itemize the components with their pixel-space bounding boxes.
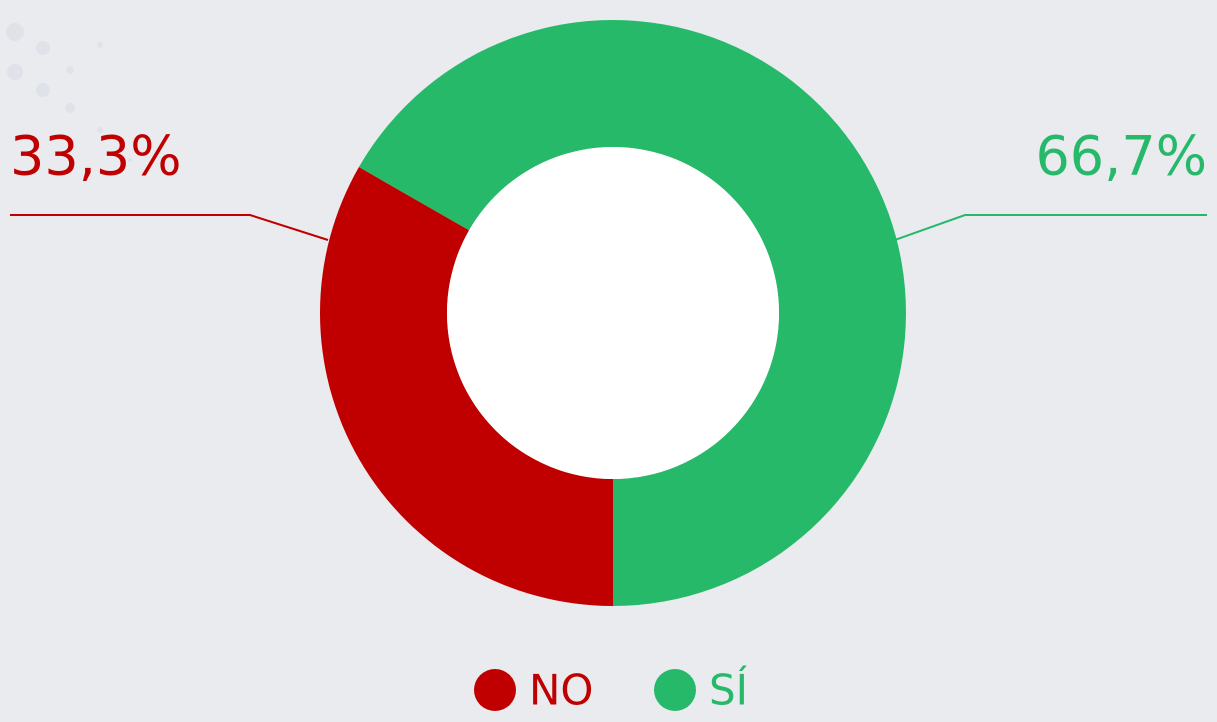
legend-swatch bbox=[474, 669, 516, 711]
legend-label: NO bbox=[529, 666, 593, 715]
value-label: 33,3% bbox=[10, 125, 182, 188]
leader-line bbox=[832, 214, 1207, 263]
legend-swatch bbox=[654, 669, 696, 711]
leader-line bbox=[10, 214, 329, 241]
donut-segment bbox=[358, 19, 907, 607]
legend-label: SÍ bbox=[709, 665, 748, 715]
donut-hole bbox=[447, 147, 779, 479]
value-label: 66,7% bbox=[1035, 125, 1207, 188]
donut-segment bbox=[319, 167, 613, 606]
decor-dots bbox=[6, 23, 132, 162]
